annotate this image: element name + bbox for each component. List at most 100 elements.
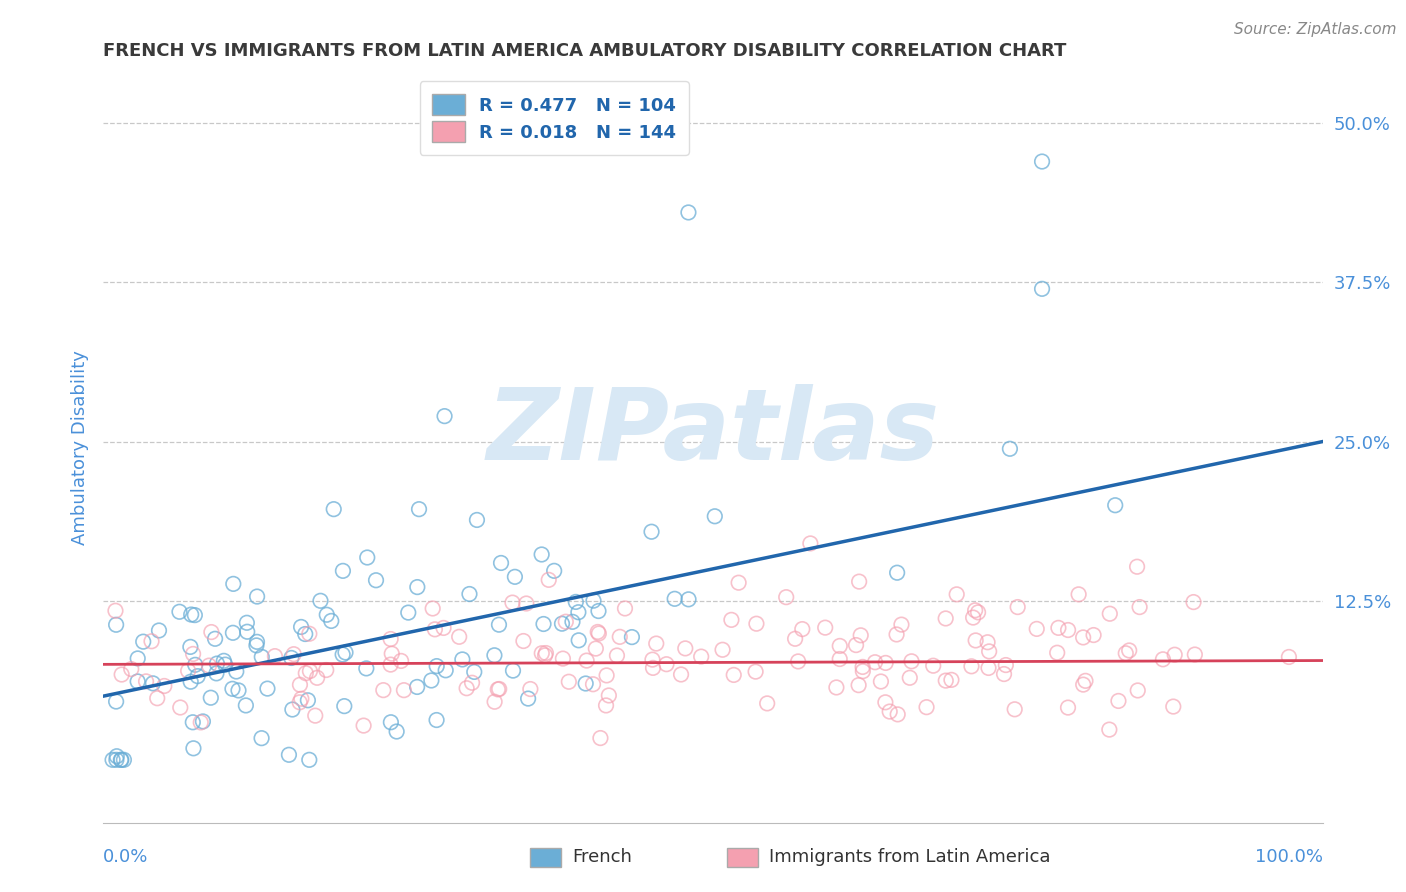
- Point: [184, 657, 207, 672]
- Point: [294, 666, 316, 681]
- Point: [720, 613, 742, 627]
- Point: [875, 695, 897, 709]
- Point: [181, 715, 204, 730]
- Point: [979, 644, 1001, 658]
- Point: [598, 689, 620, 703]
- Point: [1182, 595, 1205, 609]
- Point: [101, 753, 124, 767]
- Point: [787, 655, 810, 669]
- Point: [551, 616, 574, 631]
- Point: [886, 566, 908, 580]
- Point: [246, 635, 269, 649]
- Point: [976, 635, 998, 649]
- Point: [191, 714, 214, 729]
- Point: [451, 652, 474, 666]
- Point: [406, 680, 429, 694]
- Point: [756, 697, 779, 711]
- Point: [432, 621, 454, 635]
- Point: [640, 524, 662, 539]
- Point: [236, 624, 259, 639]
- Point: [290, 691, 312, 706]
- Point: [434, 663, 457, 677]
- Point: [177, 664, 200, 678]
- Point: [1074, 673, 1097, 688]
- Point: [543, 564, 565, 578]
- Point: [180, 674, 202, 689]
- Point: [458, 587, 481, 601]
- Point: [245, 639, 267, 653]
- Point: [385, 724, 408, 739]
- Point: [169, 605, 191, 619]
- Point: [190, 715, 212, 730]
- Point: [727, 575, 749, 590]
- Point: [558, 674, 581, 689]
- Point: [641, 661, 664, 675]
- Point: [321, 614, 343, 628]
- Point: [406, 580, 429, 594]
- Point: [1126, 683, 1149, 698]
- Point: [561, 615, 583, 629]
- Point: [620, 630, 643, 644]
- Point: [105, 753, 128, 767]
- Point: [298, 664, 321, 678]
- Point: [1047, 621, 1070, 635]
- Point: [433, 409, 456, 424]
- Point: [565, 595, 588, 609]
- Point: [814, 621, 837, 635]
- Point: [898, 671, 921, 685]
- Point: [962, 610, 984, 624]
- Point: [235, 698, 257, 713]
- Point: [110, 753, 132, 767]
- Point: [105, 749, 128, 764]
- Point: [214, 657, 236, 672]
- Point: [614, 601, 637, 615]
- Point: [315, 607, 337, 622]
- Point: [297, 693, 319, 707]
- Point: [142, 676, 165, 690]
- Point: [332, 648, 354, 662]
- Point: [890, 617, 912, 632]
- Point: [848, 574, 870, 589]
- Point: [288, 695, 311, 709]
- Point: [486, 682, 509, 697]
- Point: [281, 702, 304, 716]
- Point: [381, 647, 404, 661]
- Point: [449, 630, 471, 644]
- Point: [200, 690, 222, 705]
- Point: [135, 674, 157, 689]
- Point: [530, 646, 553, 660]
- Point: [744, 665, 766, 679]
- Point: [828, 639, 851, 653]
- Point: [426, 713, 449, 727]
- Legend: R = 0.477   N = 104, R = 0.018   N = 144: R = 0.477 N = 104, R = 0.018 N = 144: [419, 81, 689, 154]
- Point: [153, 679, 176, 693]
- Point: [120, 662, 142, 676]
- Point: [515, 597, 537, 611]
- Point: [105, 694, 128, 708]
- Point: [678, 592, 700, 607]
- Point: [484, 648, 506, 663]
- Point: [146, 691, 169, 706]
- Point: [380, 632, 402, 646]
- Point: [595, 698, 617, 713]
- Point: [294, 627, 316, 641]
- Point: [127, 674, 149, 689]
- Point: [250, 731, 273, 746]
- Point: [356, 661, 378, 675]
- Point: [222, 577, 245, 591]
- Point: [380, 715, 402, 730]
- Point: [935, 673, 957, 688]
- Point: [1278, 650, 1301, 665]
- Point: [609, 630, 631, 644]
- Point: [967, 605, 990, 619]
- Point: [711, 642, 734, 657]
- Point: [852, 660, 875, 674]
- Point: [488, 617, 510, 632]
- Point: [799, 536, 821, 550]
- Point: [775, 590, 797, 604]
- Point: [236, 615, 259, 630]
- Point: [1007, 600, 1029, 615]
- Point: [212, 654, 235, 668]
- Point: [204, 632, 226, 646]
- Point: [307, 671, 329, 685]
